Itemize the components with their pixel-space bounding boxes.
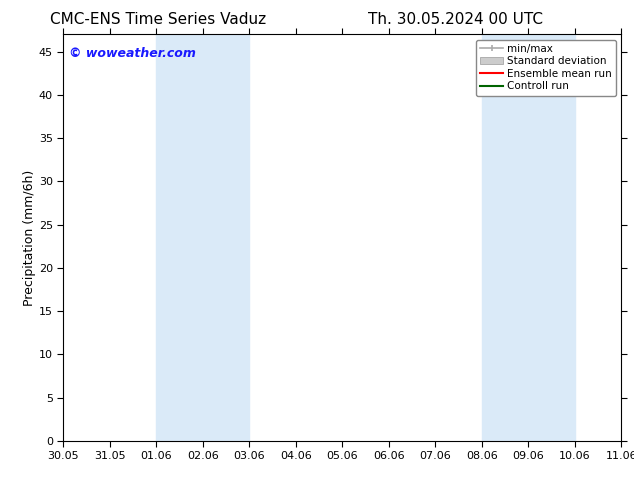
- Text: Th. 30.05.2024 00 UTC: Th. 30.05.2024 00 UTC: [368, 12, 543, 27]
- Bar: [157, 34, 249, 441]
- Text: © woweather.com: © woweather.com: [69, 47, 196, 59]
- Bar: [482, 34, 575, 441]
- Text: CMC-ENS Time Series Vaduz: CMC-ENS Time Series Vaduz: [50, 12, 266, 27]
- Legend: min/max, Standard deviation, Ensemble mean run, Controll run: min/max, Standard deviation, Ensemble me…: [476, 40, 616, 96]
- Y-axis label: Precipitation (mm/6h): Precipitation (mm/6h): [23, 170, 36, 306]
